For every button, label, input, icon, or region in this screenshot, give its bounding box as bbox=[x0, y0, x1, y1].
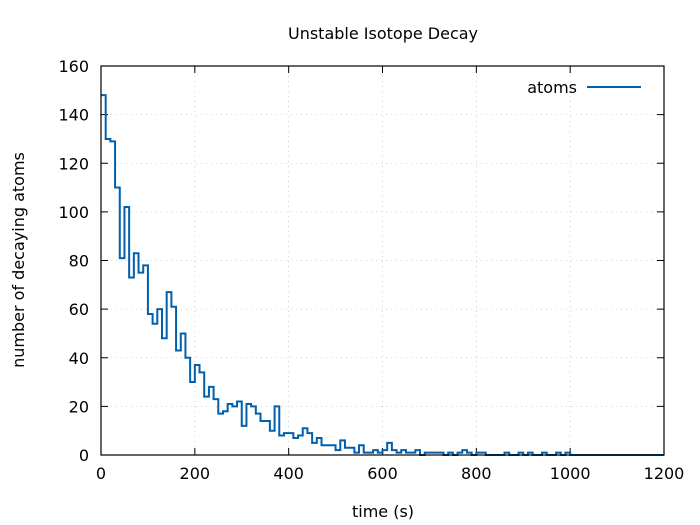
x-tick-label: 400 bbox=[273, 464, 304, 483]
legend-label: atoms bbox=[527, 78, 577, 97]
y-tick-label: 160 bbox=[58, 57, 89, 76]
legend: atoms bbox=[527, 78, 641, 97]
y-tick-labels: 0 20 40 60 80 100 120 140 160 bbox=[58, 57, 89, 465]
x-tick-label: 200 bbox=[180, 464, 211, 483]
y-tick-label: 20 bbox=[69, 397, 89, 416]
chart-title: Unstable Isotope Decay bbox=[288, 24, 478, 43]
y-tick-label: 100 bbox=[58, 203, 89, 222]
y-tick-label: 0 bbox=[79, 446, 89, 465]
y-tick-label: 40 bbox=[69, 349, 89, 368]
y-axis-label: number of decaying atoms bbox=[9, 152, 28, 368]
y-tick-label: 80 bbox=[69, 252, 89, 271]
x-axis-label: time (s) bbox=[352, 502, 414, 521]
y-tick-label: 120 bbox=[58, 154, 89, 173]
x-tick-label: 1000 bbox=[550, 464, 591, 483]
x-tick-label: 0 bbox=[96, 464, 106, 483]
x-tick-labels: 0 200 400 600 800 1000 1200 bbox=[96, 464, 684, 483]
x-tick-label: 1200 bbox=[644, 464, 685, 483]
y-tick-label: 140 bbox=[58, 106, 89, 125]
x-tick-label: 800 bbox=[461, 464, 492, 483]
x-tick-label: 600 bbox=[367, 464, 398, 483]
plot-frame bbox=[100, 65, 665, 456]
y-tick-label: 60 bbox=[69, 300, 89, 319]
